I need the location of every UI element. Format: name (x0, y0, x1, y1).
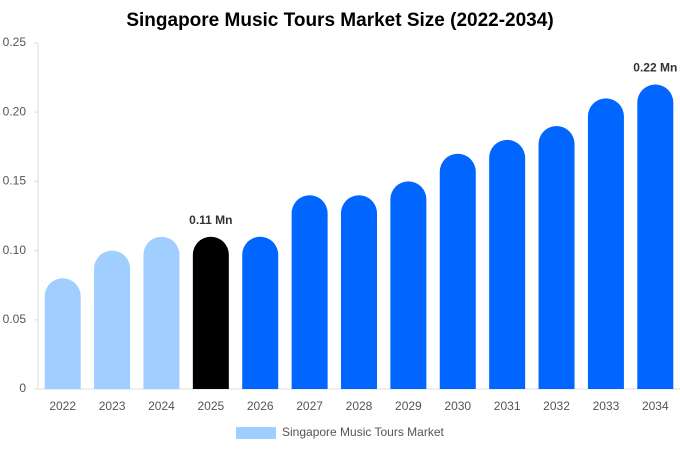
legend-swatch (236, 427, 276, 439)
x-tick-label: 2022 (49, 399, 76, 413)
x-tick-label: 2024 (148, 399, 175, 413)
x-tick-label: 2030 (444, 399, 471, 413)
y-tick-label: 0.10 (3, 243, 27, 257)
bar (489, 139, 526, 389)
y-tick-label: 0.05 (3, 312, 27, 326)
bar (587, 98, 624, 390)
x-tick-label: 2025 (197, 399, 224, 413)
bar (341, 195, 377, 389)
bar (192, 236, 229, 389)
x-tick-label: 2031 (494, 399, 521, 413)
x-tick-label: 2034 (642, 399, 669, 413)
y-tick-label: 0.15 (3, 174, 27, 188)
chart-title: Singapore Music Tours Market Size (2022-… (126, 10, 553, 31)
x-tick-label: 2023 (99, 399, 126, 413)
data-label: 0.11 Mn (189, 213, 232, 227)
bar (637, 84, 674, 390)
x-tick-label: 2033 (593, 399, 620, 413)
y-tick-label: 0 (19, 381, 26, 395)
bar (44, 278, 81, 389)
x-tick-label: 2028 (346, 399, 373, 413)
y-tick-label: 0.25 (3, 35, 27, 49)
bar (390, 181, 427, 389)
data-label: 0.22 Mn (633, 61, 677, 75)
bar (538, 126, 575, 390)
bar (94, 250, 131, 389)
bar (439, 153, 476, 389)
x-tick-label: 2026 (247, 399, 274, 413)
x-tick-label: 2032 (543, 399, 570, 413)
y-tick-label: 0.20 (3, 104, 27, 118)
bar (143, 236, 180, 389)
bar (291, 195, 328, 389)
x-tick-label: 2027 (296, 399, 323, 413)
bar (242, 236, 279, 389)
x-tick-label: 2029 (395, 399, 422, 413)
legend-label: Singapore Music Tours Market (282, 425, 445, 439)
